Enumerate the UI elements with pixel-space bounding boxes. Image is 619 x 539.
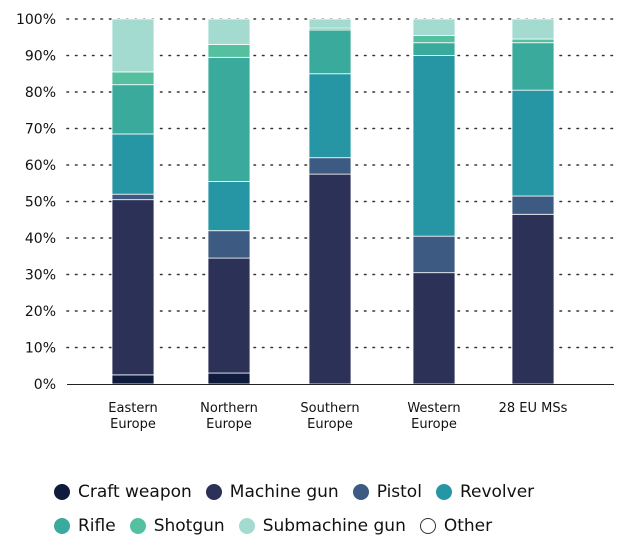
legend-marker xyxy=(419,518,436,534)
bar-segment xyxy=(308,29,352,75)
x-tick-label: Europe xyxy=(110,417,156,432)
bars xyxy=(111,18,555,385)
y-tick-label: 80% xyxy=(25,85,56,101)
y-axis-ticks: 0% 10% 20% 30% 40% 50% 60% 70% 80% 90% 100% xyxy=(16,12,56,393)
y-tick-label: 40% xyxy=(25,231,56,247)
bar-segment xyxy=(511,89,555,197)
bar-segment xyxy=(308,18,352,29)
bar-segment xyxy=(308,157,352,175)
bar-segment xyxy=(111,18,155,73)
x-tick-label: 28 EU MSs xyxy=(499,401,568,416)
legend-label: Craft weapon xyxy=(78,482,192,502)
x-tick-label: Eastern xyxy=(108,401,157,416)
legend-label: Other xyxy=(443,516,493,536)
legend-marker xyxy=(205,484,222,500)
bar-segment xyxy=(207,257,251,374)
bar-segment xyxy=(207,181,251,232)
legend-item: Other xyxy=(419,516,493,536)
bar-segment xyxy=(207,56,251,182)
y-tick-label: 0% xyxy=(34,377,56,393)
bar-segment xyxy=(412,18,456,36)
bar-stack xyxy=(511,18,555,385)
legend-label: Shotgun xyxy=(153,516,225,536)
bar-segment xyxy=(308,73,352,159)
bar-segment xyxy=(207,372,251,385)
y-tick-label: 50% xyxy=(25,195,56,211)
bar-segment xyxy=(511,195,555,215)
legend-row-2: Rifle Shotgun Submachine gun Other xyxy=(54,516,506,536)
bar-segment xyxy=(111,193,155,201)
legend-label: Pistol xyxy=(376,482,422,502)
bar-stack xyxy=(412,18,456,385)
y-tick-label: 20% xyxy=(25,304,56,320)
x-tick-label: Europe xyxy=(307,417,353,432)
legend-marker xyxy=(352,484,369,500)
x-tick-label: Southern xyxy=(300,401,359,416)
legend-marker xyxy=(54,484,70,500)
bar-segment xyxy=(511,42,555,91)
legend-label: Revolver xyxy=(459,482,535,502)
x-tick-label: Europe xyxy=(206,417,252,432)
legend-item: Rifle xyxy=(54,516,116,536)
bar-segment xyxy=(111,374,155,385)
bar-segment xyxy=(511,38,555,44)
legend-marker xyxy=(238,518,255,534)
bar-segment xyxy=(308,173,352,385)
legend-row-1: Craft weapon Machine gun Pistol Revolver xyxy=(54,482,548,502)
y-tick-label: 10% xyxy=(25,341,56,357)
legend-item: Craft weapon xyxy=(54,482,192,502)
x-axis-labels: EasternEuropeNorthernEuropeSouthernEurop… xyxy=(108,401,567,432)
legend-label: Machine gun xyxy=(229,482,339,502)
bar-segment xyxy=(511,213,555,385)
bar-segment xyxy=(207,44,251,58)
bar-stack xyxy=(111,18,155,385)
legend-item: Shotgun xyxy=(129,516,225,536)
x-tick-label: Western xyxy=(407,401,460,416)
bar-segment xyxy=(207,18,251,45)
bar-segment xyxy=(412,235,456,274)
bar-segment xyxy=(111,133,155,195)
bar-segment xyxy=(511,18,555,40)
y-tick-label: 100% xyxy=(16,12,56,28)
legend-item: Submachine gun xyxy=(238,516,406,536)
bar-segment xyxy=(412,35,456,44)
bar-segment xyxy=(111,84,155,135)
legend-item: Revolver xyxy=(435,482,535,502)
legend-label: Rifle xyxy=(78,516,116,536)
bar-segment xyxy=(111,71,155,86)
legend-item: Machine gun xyxy=(205,482,339,502)
x-tick-label: Northern xyxy=(200,401,258,416)
y-tick-label: 60% xyxy=(25,158,56,174)
x-tick-label: Europe xyxy=(411,417,457,432)
bar-segment xyxy=(412,272,456,385)
legend-marker xyxy=(435,484,452,500)
y-tick-label: 70% xyxy=(25,122,56,138)
bar-segment xyxy=(111,199,155,376)
y-tick-label: 90% xyxy=(25,49,56,65)
legend-label: Submachine gun xyxy=(262,516,406,536)
bar-stack xyxy=(207,18,251,385)
legend-marker xyxy=(54,518,70,534)
bar-stack xyxy=(308,18,352,385)
y-tick-label: 30% xyxy=(25,268,56,284)
legend-marker xyxy=(129,518,146,534)
bar-segment xyxy=(207,230,251,259)
bar-segment xyxy=(412,42,456,56)
legend-item: Pistol xyxy=(352,482,422,502)
bar-segment xyxy=(412,55,456,237)
